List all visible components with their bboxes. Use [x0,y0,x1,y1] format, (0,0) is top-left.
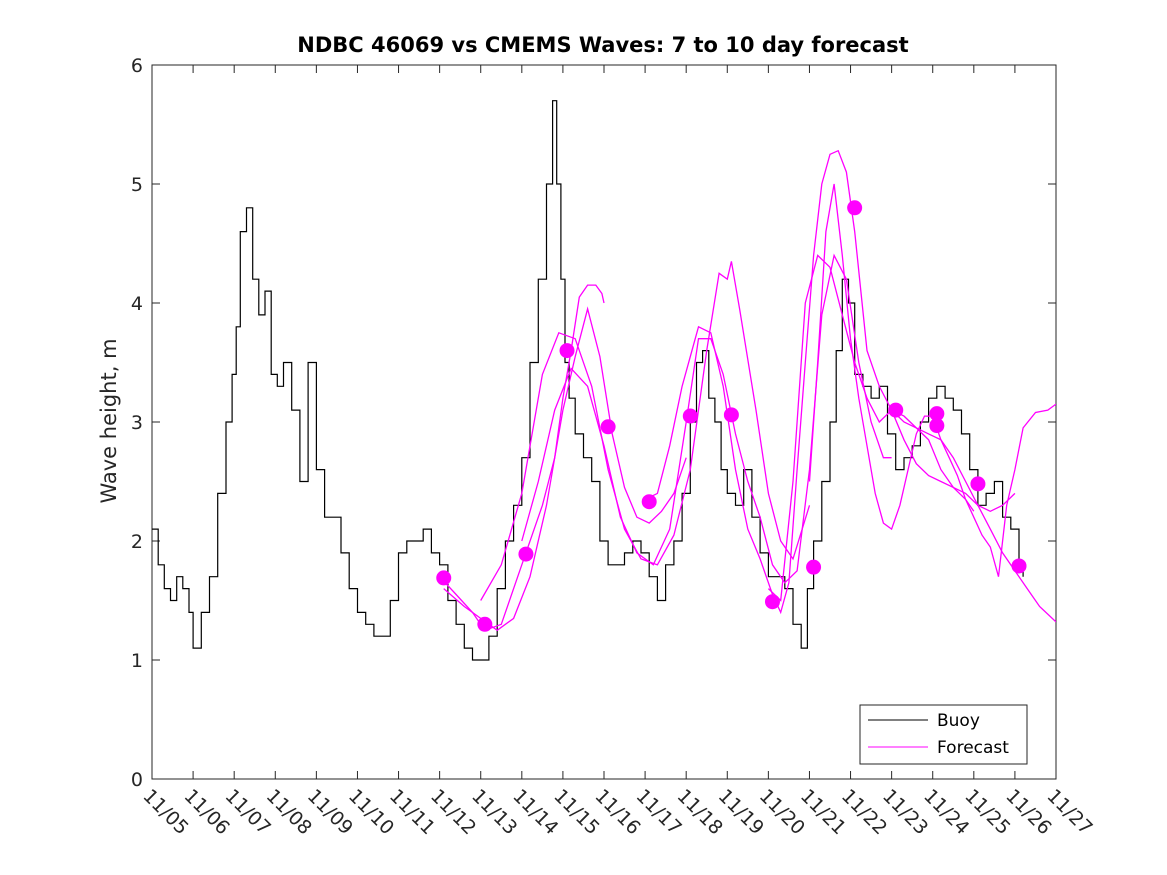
legend-box [859,704,1028,765]
y-tick-label: 5 [131,174,143,196]
legend-buoy-label: Buoy [937,711,980,731]
forecast-marker [970,476,986,492]
forecast-marker [518,546,534,562]
forecast-marker [477,616,493,632]
forecast-marker [929,406,945,422]
legend: Buoy Forecast [859,704,1028,765]
forecast-marker [806,559,822,575]
y-tick-label: 1 [131,650,143,672]
forecast-marker [723,407,739,423]
forecast-marker [559,343,575,359]
forecast-marker [888,402,904,418]
forecast-run-line-2 [443,306,687,632]
forecast-marker [641,494,657,510]
y-tick-label: 2 [131,531,143,553]
forecast-marker [436,570,452,586]
forecast-run-line-7 [808,183,1056,577]
forecast-marker [929,418,945,434]
forecast-marker [764,594,780,610]
y-tick-label: 3 [131,412,143,434]
forecast-marker [682,408,698,424]
forecast-run-line-4 [521,253,892,584]
forecast-marker [600,419,616,435]
forecast-run-line-5 [644,149,1056,623]
legend-forecast-label: Forecast [937,738,1009,758]
chart-title: NDBC 46069 vs CMEMS Waves: 7 to 10 day f… [297,33,908,57]
forecast-marker [847,200,863,216]
forecast-run-line-8 [891,409,975,512]
y-tick-label: 0 [131,769,143,791]
buoy-series-line [152,100,1024,661]
forecast-run-line-3 [480,261,811,601]
y-tick-label: 6 [131,55,143,77]
y-axis-label: Wave height, m [97,338,121,503]
y-tick-label: 4 [131,293,143,315]
forecast-marker [1011,558,1027,574]
